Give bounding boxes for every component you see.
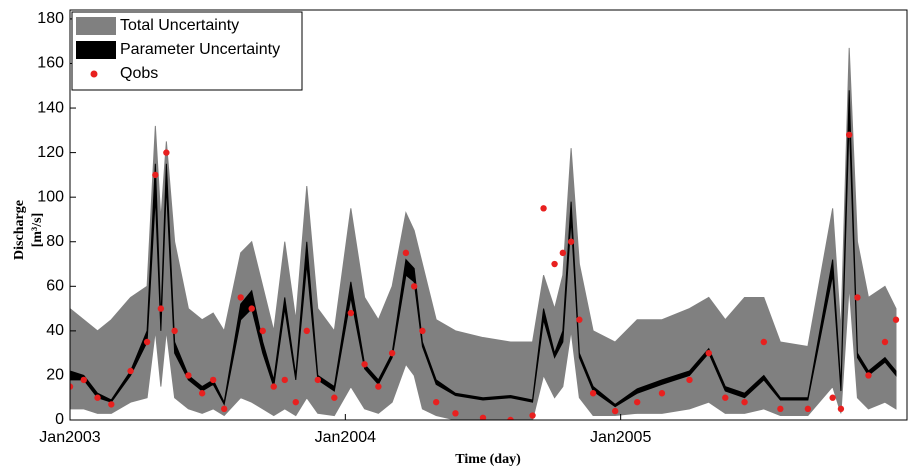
qobs-point [171,327,178,335]
y-tick-label: 180 [37,10,64,27]
uncertainty-band [70,47,897,420]
qobs-point [70,383,74,390]
qobs-point [375,383,382,390]
qobs-point [185,372,192,379]
qobs-point [589,390,597,397]
qobs-point [419,327,426,335]
qobs-point [633,398,641,406]
qobs-point [127,367,134,375]
x-tick-label: Jan2004 [315,429,376,446]
y-tick-label: 40 [46,322,64,339]
qobs-point [220,405,228,413]
qobs-point [854,294,861,301]
y-tick-label: 120 [37,144,64,161]
qobs-point [507,416,514,420]
legend-label: Parameter Uncertainty [120,41,280,58]
legend-patch [76,17,116,35]
qobs-point [829,394,836,401]
qobs-point [108,401,115,408]
qobs-point [760,338,768,346]
x-tick-label: Jan2003 [39,429,100,446]
qobs-point [559,249,567,257]
qobs-point [314,376,321,384]
y-axis-label: [m³/s] [30,213,45,248]
qobs-point [80,376,87,384]
qobs-point [331,394,338,401]
qobs-point [402,249,410,257]
qobs-point [198,390,206,397]
qobs-point [576,316,583,323]
qobs-point [143,338,151,346]
y-axis-label: Discharge [12,200,27,260]
qobs-point [892,316,900,323]
qobs-point [837,405,845,413]
y-tick-label: 60 [46,278,64,295]
qobs-point [248,305,255,312]
qobs-point [303,327,310,335]
qobs-point [452,410,459,417]
qobs-point [410,283,418,290]
qobs-point [388,349,396,357]
qobs-point [237,294,244,301]
qobs-point [163,149,170,156]
qobs-point [777,405,784,413]
qobs-point [157,305,165,312]
qobs-point [540,205,547,212]
qobs-point [94,394,101,401]
qobs-point [741,398,748,406]
legend-marker [90,70,98,78]
uncertainty-band [70,90,897,408]
y-tick-label: 140 [37,99,64,116]
qobs-point [705,349,712,357]
y-tick-label: 100 [37,188,64,205]
y-tick-label: 80 [46,233,64,250]
qobs-point [432,398,440,406]
qobs-point [658,390,666,397]
plot-frame [69,9,908,421]
qobs-point [804,405,812,413]
plot [70,47,900,420]
x-axis-label: Time (day) [455,452,521,467]
qobs-point [529,412,536,419]
qobs-point [361,361,368,368]
qobs-point [479,414,487,420]
qobs-point [281,376,288,384]
qobs-point [259,327,266,335]
qobs-point [881,338,889,346]
y-tick-label: 20 [46,367,64,384]
legend-patch [76,41,116,59]
x-tick-label: Jan2005 [590,429,651,446]
qobs-point [270,383,277,390]
y-tick-label: 0 [55,411,64,428]
qobs-point [567,238,575,245]
qobs-point [845,131,853,138]
qobs-point [865,372,872,379]
qobs-point [209,376,217,384]
qobs-point [347,309,355,317]
y-tick-label: 160 [37,55,64,72]
qobs-point [551,260,558,268]
qobs-point [722,394,729,401]
legend-label: Qobs [120,65,158,82]
qobs-point [611,407,619,415]
legend-label: Total Uncertainty [120,17,239,34]
qobs-point [686,376,693,384]
qobs-point [152,171,159,179]
qobs-point [292,398,299,406]
